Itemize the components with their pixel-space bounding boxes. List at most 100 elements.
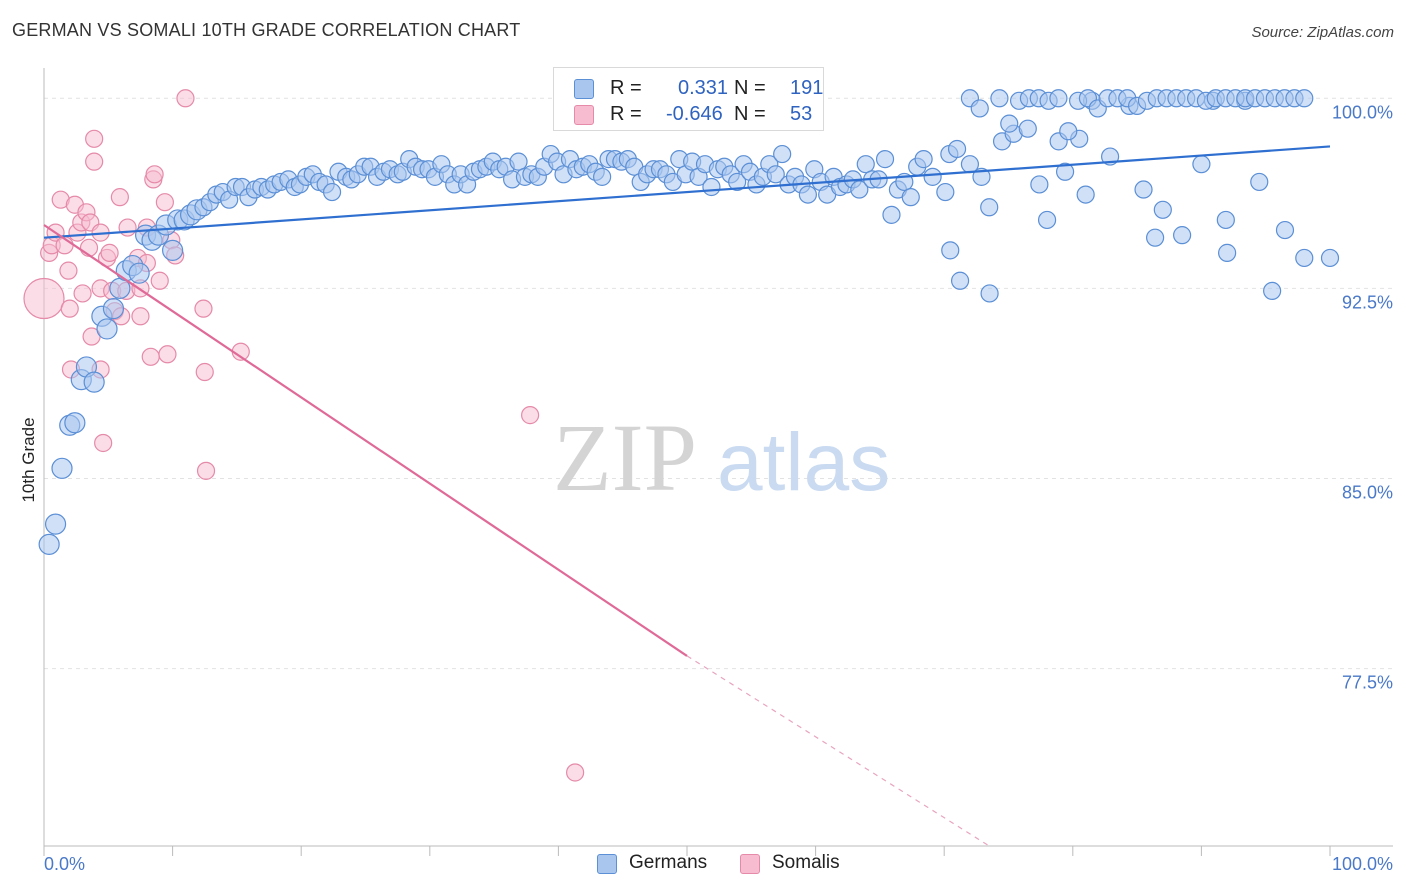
point-germans: [766, 165, 785, 184]
point-somalis: [195, 362, 214, 382]
source-label: Source: ZipAtlas.com: [1251, 24, 1394, 41]
point-germans: [64, 412, 86, 434]
point-germans: [509, 152, 528, 171]
point-germans: [1320, 248, 1340, 268]
point-germans: [1037, 210, 1057, 230]
point-germans: [970, 99, 989, 118]
point-somalis: [110, 188, 129, 207]
y-tick-label: 77.5%: [1342, 673, 1393, 693]
point-germans: [728, 172, 747, 192]
point-germans: [941, 241, 960, 260]
point-germans: [102, 298, 125, 320]
point-somalis: [23, 277, 65, 320]
chart-title: GERMAN VS SOMALI 10TH GRADE CORRELATION …: [12, 20, 521, 40]
point-germans: [923, 167, 942, 186]
x-tick-label: 0.0%: [44, 854, 85, 874]
point-somalis: [94, 433, 113, 453]
point-germans: [1000, 114, 1019, 133]
point-germans: [1173, 226, 1192, 245]
point-germans: [322, 182, 342, 202]
point-germans: [128, 262, 150, 284]
point-somalis: [194, 299, 213, 318]
stats-legend: R = 0.331 N = 191 R = -0.646 N = 53: [553, 67, 824, 131]
point-somalis: [100, 243, 119, 262]
r-label: R =: [610, 103, 642, 125]
point-germans: [773, 144, 792, 164]
point-germans: [1055, 162, 1075, 181]
point-somalis: [196, 461, 216, 480]
point-germans: [162, 239, 184, 261]
point-germans: [1218, 243, 1237, 262]
point-germans: [1295, 248, 1314, 268]
n-value: 191: [790, 77, 824, 99]
point-germans: [1153, 200, 1172, 219]
point-germans: [1059, 122, 1078, 141]
point-germans: [1134, 180, 1153, 199]
point-germans: [1250, 172, 1269, 192]
trend-lines: [43, 145, 1331, 847]
point-germans: [1275, 220, 1295, 240]
point-somalis: [73, 284, 92, 303]
y-tick-label: 100.0%: [1332, 102, 1393, 122]
watermark-atlas: atlas: [717, 417, 890, 508]
point-somalis: [60, 299, 79, 318]
point-germans: [702, 177, 721, 197]
point-germans: [38, 533, 60, 555]
watermark: ZIP atlas: [553, 404, 890, 511]
x-tick-label: 100.0%: [1332, 854, 1393, 874]
trend-line-somalis: [43, 224, 688, 657]
point-germans: [850, 180, 869, 199]
point-germans: [1076, 185, 1095, 204]
point-germans: [1146, 228, 1165, 247]
point-germans: [83, 371, 105, 393]
point-somalis: [145, 165, 164, 184]
point-germans: [1263, 281, 1282, 301]
point-somalis: [150, 271, 169, 290]
n-label: N =: [734, 103, 766, 125]
legend-label: Somalis: [772, 852, 840, 873]
germans-swatch: [597, 854, 617, 874]
point-germans: [1192, 155, 1211, 174]
point-germans: [51, 457, 73, 479]
axes: [43, 68, 1393, 856]
r-value: 0.331: [678, 77, 729, 99]
point-germans: [1295, 89, 1314, 108]
r-label: R =: [610, 77, 642, 99]
point-somalis: [85, 129, 104, 148]
point-germans: [882, 205, 901, 224]
trend-line-somalis-extension: [686, 655, 990, 847]
point-somalis: [118, 218, 137, 237]
point-germans: [950, 271, 970, 290]
somalis-swatch: [574, 105, 594, 125]
y-tick-labels: 77.5% 85.0% 92.5% 100.0%: [1332, 102, 1393, 692]
point-somalis: [158, 345, 177, 364]
point-germans: [1216, 210, 1235, 230]
series-somalis: [23, 89, 585, 782]
point-somalis: [176, 89, 195, 108]
y-tick-label: 92.5%: [1342, 292, 1393, 312]
trend-line-germans: [43, 145, 1331, 239]
point-germans: [990, 89, 1009, 108]
n-label: N =: [734, 77, 766, 99]
point-germans: [1049, 89, 1068, 108]
germans-swatch: [574, 79, 594, 99]
legend-label: Germans: [629, 852, 708, 873]
point-somalis: [155, 193, 174, 212]
point-germans: [798, 185, 817, 204]
y-axis-label: 10th Grade: [19, 417, 38, 502]
point-somalis: [79, 238, 99, 257]
point-germans: [901, 188, 920, 207]
somalis-swatch: [740, 854, 760, 874]
point-germans: [1018, 119, 1037, 138]
x-tick-labels: 0.0% 100.0%: [44, 854, 1393, 874]
point-germans: [593, 167, 612, 186]
point-germans: [980, 284, 999, 303]
point-somalis: [521, 406, 540, 425]
point-germans: [44, 513, 67, 535]
r-value: -0.646: [666, 103, 723, 125]
point-germans: [947, 139, 967, 159]
y-tick-label: 85.0%: [1342, 482, 1393, 502]
point-germans: [980, 198, 999, 217]
point-somalis: [85, 152, 104, 171]
